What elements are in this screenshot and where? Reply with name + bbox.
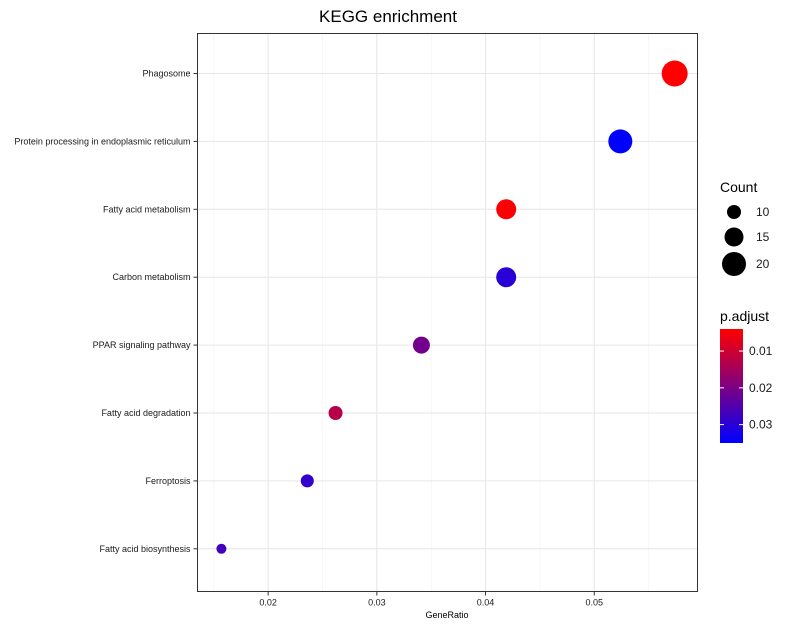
x-tick-label: 0.02: [259, 598, 277, 608]
x-axis: 0.02 0.03 0.04 0.05: [259, 591, 603, 608]
color-legend-label: 0.03: [749, 418, 773, 432]
y-tick-label: Fatty acid metabolism: [103, 204, 191, 214]
y-tick-label: Protein processing in endoplasmic reticu…: [14, 136, 190, 146]
y-tick-label: Phagosome: [142, 69, 190, 79]
data-point: [661, 60, 688, 87]
data-point: [216, 543, 227, 554]
x-tick-label: 0.05: [585, 598, 603, 608]
y-tick-label: Fatty acid biosynthesis: [99, 544, 191, 554]
size-legend-key: [724, 227, 744, 247]
color-legend-label: 0.01: [749, 344, 773, 358]
size-legend-key: [727, 205, 741, 219]
y-tick-label: Fatty acid degradation: [101, 408, 190, 418]
chart-title: KEGG enrichment: [319, 7, 457, 26]
y-tick-label: Ferroptosis: [145, 476, 191, 486]
grid: [197, 33, 698, 592]
y-tick-label: Carbon metabolism: [112, 272, 190, 282]
color-legend-label: 0.02: [749, 381, 773, 395]
size-legend: Count 10 15 20: [720, 179, 770, 276]
x-tick-label: 0.03: [368, 598, 386, 608]
data-point: [496, 267, 517, 288]
color-legend: p.adjust 0.01 0.02 0.03: [720, 308, 773, 443]
size-legend-title: Count: [720, 179, 757, 195]
size-legend-label: 10: [756, 205, 770, 219]
data-point: [608, 129, 633, 154]
x-axis-title: GeneRatio: [425, 610, 468, 620]
y-tick-label: PPAR signaling pathway: [93, 340, 191, 350]
size-legend-key: [722, 252, 746, 276]
data-point: [412, 336, 430, 354]
data-points: [216, 60, 688, 554]
size-legend-label: 20: [756, 257, 770, 271]
x-tick-label: 0.04: [477, 598, 495, 608]
color-legend-title: p.adjust: [720, 308, 769, 324]
color-bar: [720, 329, 743, 443]
size-legend-label: 15: [756, 230, 770, 244]
data-point: [328, 406, 343, 420]
data-point: [496, 199, 517, 220]
data-point: [300, 474, 314, 488]
y-axis: Phagosome Protein processing in endoplasm…: [14, 69, 198, 554]
plot-border: [197, 33, 698, 592]
